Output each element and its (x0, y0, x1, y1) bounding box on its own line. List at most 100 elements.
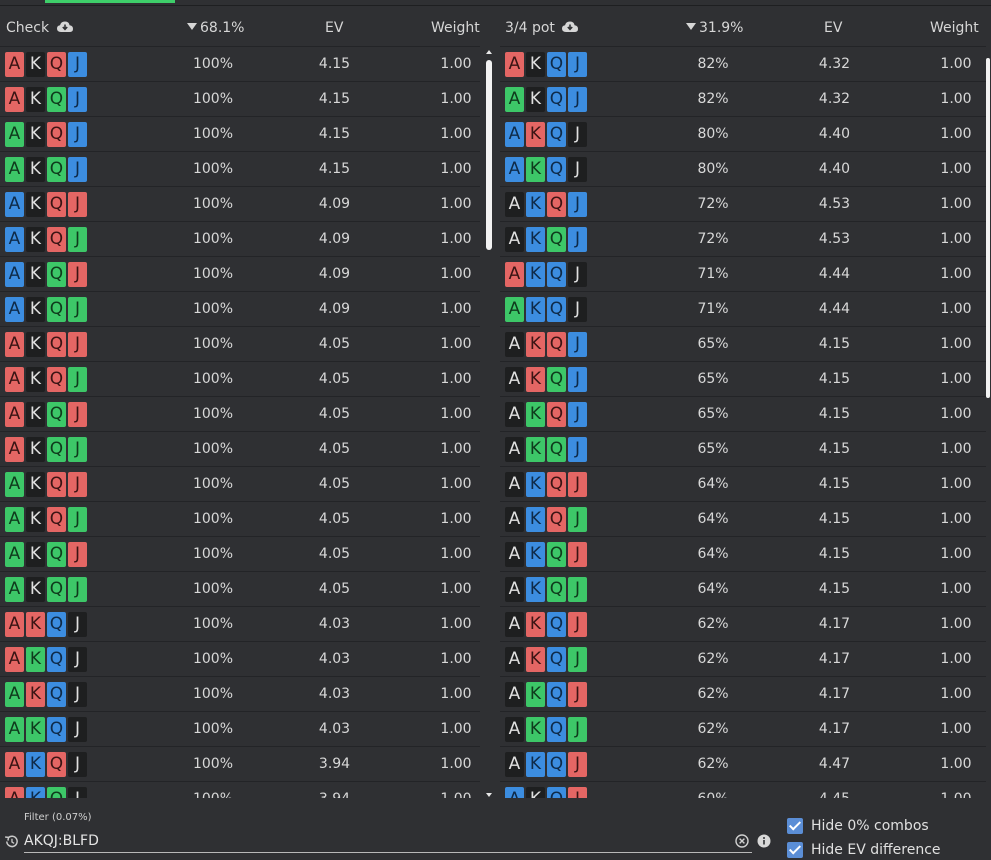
card: A (505, 437, 524, 462)
combo-row[interactable]: A K Q J 62% 4.17 1.00 (500, 676, 986, 711)
combo-row[interactable]: A K Q J 64% 4.15 1.00 (500, 501, 986, 536)
combo-row[interactable]: A K Q J 100% 4.03 1.00 (0, 676, 480, 711)
combo-row[interactable]: AKQJ 100% 3.94 1.00 (0, 781, 480, 798)
card: Q (547, 507, 566, 532)
combo-row[interactable]: A K Q J 80% 4.40 1.00 (500, 116, 986, 151)
combo-row[interactable]: A K Q J 62% 4.17 1.00 (500, 711, 986, 746)
card: J (568, 87, 587, 112)
card: K (526, 577, 545, 602)
combo-weight: 1.00 (940, 651, 972, 667)
checkbox-checked-icon[interactable] (787, 842, 803, 858)
combo-row[interactable]: A K Q J 100% 4.03 1.00 (0, 711, 480, 746)
combo-row[interactable]: A K Q J 100% 4.05 1.00 (0, 396, 480, 431)
history-icon[interactable] (4, 834, 19, 849)
combo-row[interactable]: A K Q J 100% 4.05 1.00 (0, 361, 480, 396)
hide-zero-combos-checkbox[interactable]: Hide 0% combos (787, 818, 929, 834)
card: Q (47, 717, 66, 742)
cloud-download-icon[interactable] (56, 21, 73, 33)
combo-row[interactable]: A K Q J 100% 4.05 1.00 (0, 536, 480, 571)
combo-row[interactable]: A K Q J 65% 4.15 1.00 (500, 361, 986, 396)
combo-row[interactable]: A K Q J 100% 4.05 1.00 (0, 571, 480, 606)
combo-row[interactable]: A K Q J 62% 4.17 1.00 (500, 606, 986, 641)
hide-ev-difference-checkbox[interactable]: Hide EV difference (787, 842, 941, 858)
card: K (26, 332, 45, 357)
combo-row[interactable]: A K Q J 100% 4.09 1.00 (0, 291, 480, 326)
combo-row[interactable]: A K Q J 100% 4.05 1.00 (0, 501, 480, 536)
combo-row[interactable]: A K Q J 65% 4.15 1.00 (500, 396, 986, 431)
combo-row[interactable]: A K Q J 100% 4.05 1.00 (0, 326, 480, 361)
bet-combo-list: A K Q J 82% 4.32 1.00 A K Q J 82% 4.32 1.00 A K Q J 80% 4.4… (500, 46, 986, 798)
combo-row[interactable]: A K Q J 64% 4.15 1.00 (500, 571, 986, 606)
check-ev-header[interactable]: EV (325, 20, 344, 36)
combo-row[interactable]: AKQJ 60% 4.45 1.00 (500, 781, 986, 798)
combo-row[interactable]: A K Q J 72% 4.53 1.00 (500, 221, 986, 256)
combo-frequency: 62% (697, 686, 729, 702)
check-sort-percent[interactable]: 68.1% (187, 20, 244, 36)
card: Q (47, 577, 66, 602)
combo-row[interactable]: A K Q J 62% 4.47 1.00 (500, 746, 986, 781)
scroll-down-icon[interactable] (486, 793, 492, 797)
clear-icon[interactable] (735, 834, 749, 848)
combo-row[interactable]: A K Q J 64% 4.15 1.00 (500, 466, 986, 501)
card: Q (547, 227, 566, 252)
combo-row[interactable]: A K Q J 80% 4.40 1.00 (500, 151, 986, 186)
combo-row[interactable]: A K Q J 72% 4.53 1.00 (500, 186, 986, 221)
card: Q (547, 122, 566, 147)
scroll-up-icon[interactable] (486, 50, 492, 54)
check-title[interactable]: Check (6, 20, 73, 36)
checkbox-checked-icon[interactable] (787, 818, 803, 834)
check-scroll-thumb[interactable] (486, 60, 492, 250)
bet-scroll-thumb[interactable] (986, 58, 990, 398)
combo-row[interactable]: A K Q J 100% 4.15 1.00 (0, 116, 480, 151)
combo-row[interactable]: A K Q J 100% 4.15 1.00 (0, 46, 480, 81)
combo-row[interactable]: A K Q J 100% 4.09 1.00 (0, 256, 480, 291)
card: K (526, 437, 545, 462)
combo-row[interactable]: A K Q J 100% 4.03 1.00 (0, 606, 480, 641)
combo-ev: 4.09 (318, 231, 351, 247)
combo-row[interactable]: A K Q J 82% 4.32 1.00 (500, 81, 986, 116)
combo-row[interactable]: A K Q J 100% 4.05 1.00 (0, 466, 480, 501)
combo-row[interactable]: A K Q J 100% 4.15 1.00 (0, 81, 480, 116)
combo-weight: 1.00 (440, 406, 472, 422)
combo-weight: 1.00 (936, 791, 976, 798)
combo-row[interactable]: A K Q J 65% 4.15 1.00 (500, 431, 986, 466)
combo-row[interactable]: A K Q J 100% 4.05 1.00 (0, 431, 480, 466)
info-icon[interactable] (757, 834, 771, 848)
combo-row[interactable]: A K Q J 100% 4.09 1.00 (0, 221, 480, 256)
combo-frequency: 62% (697, 651, 729, 667)
cloud-download-icon[interactable] (562, 21, 579, 33)
combo-row[interactable]: A K Q J 71% 4.44 1.00 (500, 256, 986, 291)
check-weight-header[interactable]: Weight (431, 20, 480, 36)
bet-title[interactable]: 3/4 pot (505, 20, 579, 36)
card: Q (547, 367, 566, 392)
bet-scrollbar[interactable] (986, 50, 991, 400)
combo-row[interactable]: A K Q J 62% 4.17 1.00 (500, 641, 986, 676)
bet-weight-header[interactable]: Weight (930, 20, 979, 36)
card: Q (47, 682, 66, 707)
card: J (568, 332, 587, 357)
combo-weight: 1.00 (940, 231, 972, 247)
card: J (568, 682, 587, 707)
card: J (68, 612, 87, 637)
combo-row[interactable]: A K Q J 71% 4.44 1.00 (500, 291, 986, 326)
bet-ev-header[interactable]: EV (824, 20, 843, 36)
combo-ev: 4.47 (818, 756, 851, 772)
combo-weight: 1.00 (440, 56, 472, 72)
combo-row[interactable]: A K Q J 65% 4.15 1.00 (500, 326, 986, 361)
combo-row[interactable]: A K Q J 100% 4.15 1.00 (0, 151, 480, 186)
combo-row[interactable]: A K Q J 100% 4.09 1.00 (0, 186, 480, 221)
combo-row[interactable]: A K Q J 100% 4.03 1.00 (0, 641, 480, 676)
combo-ev: 4.05 (318, 476, 351, 492)
combo-row[interactable]: A K Q J 64% 4.15 1.00 (500, 536, 986, 571)
bet-sort-percent[interactable]: 31.9% (686, 20, 743, 36)
filter-input[interactable] (24, 827, 752, 853)
combo-row[interactable]: A K Q J 82% 4.32 1.00 (500, 46, 986, 81)
card: A (5, 122, 24, 147)
check-scrollbar[interactable] (486, 50, 492, 797)
